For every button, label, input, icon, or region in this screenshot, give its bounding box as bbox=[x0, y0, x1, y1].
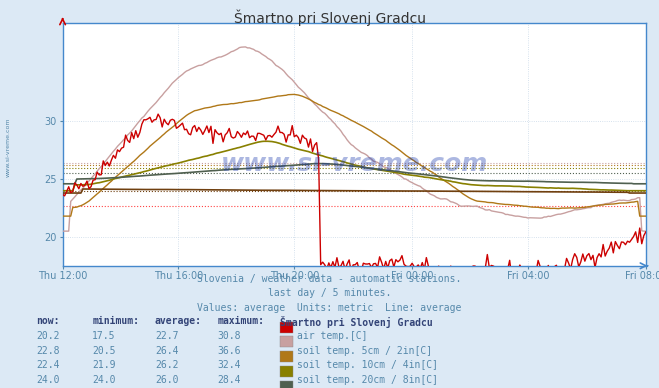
Text: 26.2: 26.2 bbox=[155, 360, 179, 371]
Text: soil temp. 5cm / 2in[C]: soil temp. 5cm / 2in[C] bbox=[297, 346, 432, 356]
Text: 22.4: 22.4 bbox=[36, 360, 60, 371]
Text: average:: average: bbox=[155, 316, 202, 326]
Text: 30.8: 30.8 bbox=[217, 331, 241, 341]
Text: 20.5: 20.5 bbox=[92, 346, 116, 356]
Text: soil temp. 10cm / 4in[C]: soil temp. 10cm / 4in[C] bbox=[297, 360, 438, 371]
Text: soil temp. 20cm / 8in[C]: soil temp. 20cm / 8in[C] bbox=[297, 375, 438, 385]
Text: 20.2: 20.2 bbox=[36, 331, 60, 341]
Text: www.si-vreme.com: www.si-vreme.com bbox=[5, 118, 11, 177]
Text: minimum:: minimum: bbox=[92, 316, 139, 326]
Text: last day / 5 minutes.: last day / 5 minutes. bbox=[268, 288, 391, 298]
Text: Šmartno pri Slovenj Gradcu: Šmartno pri Slovenj Gradcu bbox=[233, 10, 426, 26]
Text: 36.6: 36.6 bbox=[217, 346, 241, 356]
Text: 24.0: 24.0 bbox=[92, 375, 116, 385]
Text: 22.8: 22.8 bbox=[36, 346, 60, 356]
Text: maximum:: maximum: bbox=[217, 316, 264, 326]
Text: 32.4: 32.4 bbox=[217, 360, 241, 371]
Text: 17.5: 17.5 bbox=[92, 331, 116, 341]
Text: air temp.[C]: air temp.[C] bbox=[297, 331, 368, 341]
Text: Slovenia / weather data - automatic stations.: Slovenia / weather data - automatic stat… bbox=[197, 274, 462, 284]
Text: Values: average  Units: metric  Line: average: Values: average Units: metric Line: aver… bbox=[197, 303, 462, 313]
Text: 26.4: 26.4 bbox=[155, 346, 179, 356]
Text: now:: now: bbox=[36, 316, 60, 326]
Text: Šmartno pri Slovenj Gradcu: Šmartno pri Slovenj Gradcu bbox=[280, 316, 433, 328]
Text: 24.0: 24.0 bbox=[36, 375, 60, 385]
Text: 22.7: 22.7 bbox=[155, 331, 179, 341]
Text: 26.0: 26.0 bbox=[155, 375, 179, 385]
Text: 21.9: 21.9 bbox=[92, 360, 116, 371]
Text: 28.4: 28.4 bbox=[217, 375, 241, 385]
Text: www.si-vreme.com: www.si-vreme.com bbox=[221, 152, 488, 176]
